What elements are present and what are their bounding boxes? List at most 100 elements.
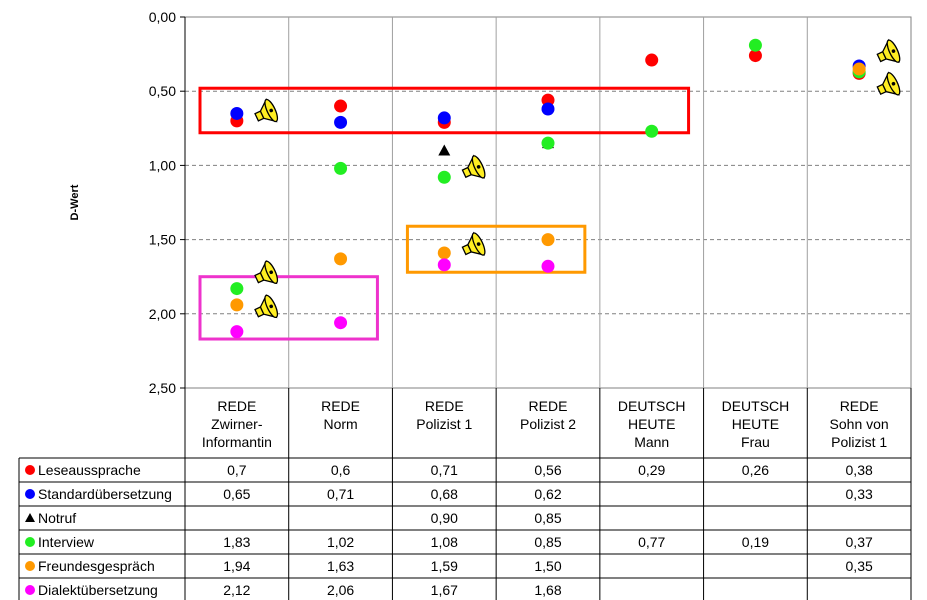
highlight-boxes — [198, 86, 691, 341]
y-tick-label: 2,50 — [149, 380, 176, 396]
data-point — [541, 102, 555, 116]
table-value: 0,85 — [534, 534, 561, 550]
speaker-icon-center — [476, 165, 481, 169]
speaker-icon-center — [891, 49, 896, 53]
data-point — [230, 298, 244, 312]
speaker-icon — [254, 294, 279, 319]
data-point — [334, 161, 348, 175]
legend-key — [25, 561, 35, 571]
table-value: 0,77 — [638, 534, 665, 550]
y-tick-label: 1,50 — [149, 232, 176, 248]
table-value: 1,68 — [534, 582, 561, 598]
legend-key — [25, 489, 35, 499]
table-value: 1,50 — [534, 558, 561, 574]
data-point — [230, 325, 244, 339]
table-value: 1,02 — [327, 534, 354, 550]
legend-key-triangle — [25, 513, 35, 522]
table-value: 2,06 — [327, 582, 354, 598]
data-point — [645, 53, 659, 67]
table-value: 1,94 — [223, 558, 250, 574]
data-point — [437, 258, 451, 272]
legend-label: Notruf — [38, 510, 76, 526]
table-value: 0,68 — [431, 486, 458, 502]
legend-key — [25, 585, 35, 595]
data-point — [230, 282, 244, 296]
table-value: 0,62 — [534, 486, 561, 502]
data-point — [230, 106, 244, 120]
data-points — [230, 38, 866, 339]
table-value: 0,7 — [227, 462, 247, 478]
data-point — [334, 115, 348, 129]
speaker-icon — [876, 71, 901, 96]
data-point — [437, 246, 451, 260]
table-value: 0,71 — [327, 486, 354, 502]
table-value: 0,19 — [742, 534, 769, 550]
y-tick-label: 1,00 — [149, 157, 176, 173]
legend-key — [25, 537, 35, 547]
table-value: 1,83 — [223, 534, 250, 550]
table-value: 0,6 — [331, 462, 351, 478]
table-value: 0,65 — [223, 486, 250, 502]
category-label: REDE Zwirner-Informantin — [202, 398, 272, 450]
speaker-icon-center — [269, 270, 274, 275]
table-value: 0,38 — [846, 462, 873, 478]
table-value: 0,85 — [534, 510, 561, 526]
category-label: REDE Sohn von Polizist 1 — [830, 398, 889, 450]
y-tick-label: 0,00 — [149, 9, 176, 25]
table-value: 0,33 — [846, 486, 873, 502]
data-point — [437, 111, 451, 125]
category-label: REDE Norm — [321, 398, 360, 432]
table-value: 1,59 — [431, 558, 458, 574]
table-value: 0,90 — [431, 510, 458, 526]
data-point — [334, 99, 348, 113]
legend-label: Freundesgespräch — [38, 558, 155, 574]
table-value: 0,29 — [638, 462, 665, 478]
data-point-triangle — [438, 144, 451, 156]
category-label: DEUTSCH HEUTE Mann — [618, 398, 686, 450]
speaker-icon — [254, 259, 279, 285]
legend-label: Interview — [38, 534, 95, 550]
category-label: REDE Polizist 2 — [520, 398, 576, 432]
data-point — [541, 136, 555, 150]
y-axis: 0,00 0,50 1,00 1,50 2,00 2,50 D-Wert — [69, 9, 186, 396]
speaker-icon — [254, 98, 279, 123]
highlight-box — [405, 224, 587, 274]
y-tick-label: 0,50 — [149, 83, 176, 99]
y-axis-title: D-Wert — [69, 184, 81, 220]
table-value: 0,35 — [846, 558, 873, 574]
table-value: 1,08 — [431, 534, 458, 550]
data-point — [645, 124, 659, 138]
table-value: 1,63 — [327, 558, 354, 574]
data-point — [748, 38, 762, 52]
table-value: 0,56 — [534, 462, 561, 478]
table-value: 0,71 — [431, 462, 458, 478]
legend-label: Leseaussprache — [38, 462, 141, 478]
data-point — [541, 259, 555, 273]
data-point — [541, 93, 555, 107]
legend-label: Dialektübersetzung — [38, 582, 158, 598]
table-value: 2,12 — [223, 582, 250, 598]
data-point — [334, 252, 348, 266]
data-point — [748, 49, 762, 63]
speaker-icons — [254, 38, 901, 319]
speaker-icon-center — [476, 242, 481, 246]
data-point — [541, 233, 555, 247]
speaker-icon-center — [269, 108, 274, 113]
category-label: REDE Polizist 1 — [416, 398, 472, 432]
highlight-box — [198, 86, 691, 135]
chart-grid — [184, 16, 912, 389]
highlight-box — [198, 275, 379, 341]
speaker-icon — [461, 154, 486, 179]
y-tick-label: 2,00 — [149, 306, 176, 322]
speaker-icon — [461, 231, 486, 256]
legend-label: Standardübersetzung — [38, 486, 172, 502]
data-point — [852, 62, 866, 76]
plot-area-border — [184, 16, 912, 389]
legend-key — [25, 465, 35, 475]
data-table: REDE Zwirner-Informantin REDE Norm REDE Poliz… — [18, 388, 912, 600]
table-value: 0,26 — [742, 462, 769, 478]
table-value: 0,37 — [846, 534, 873, 550]
speaker-icon-center — [269, 304, 274, 309]
category-label: DEUTSCH HEUTE Frau — [722, 398, 790, 450]
